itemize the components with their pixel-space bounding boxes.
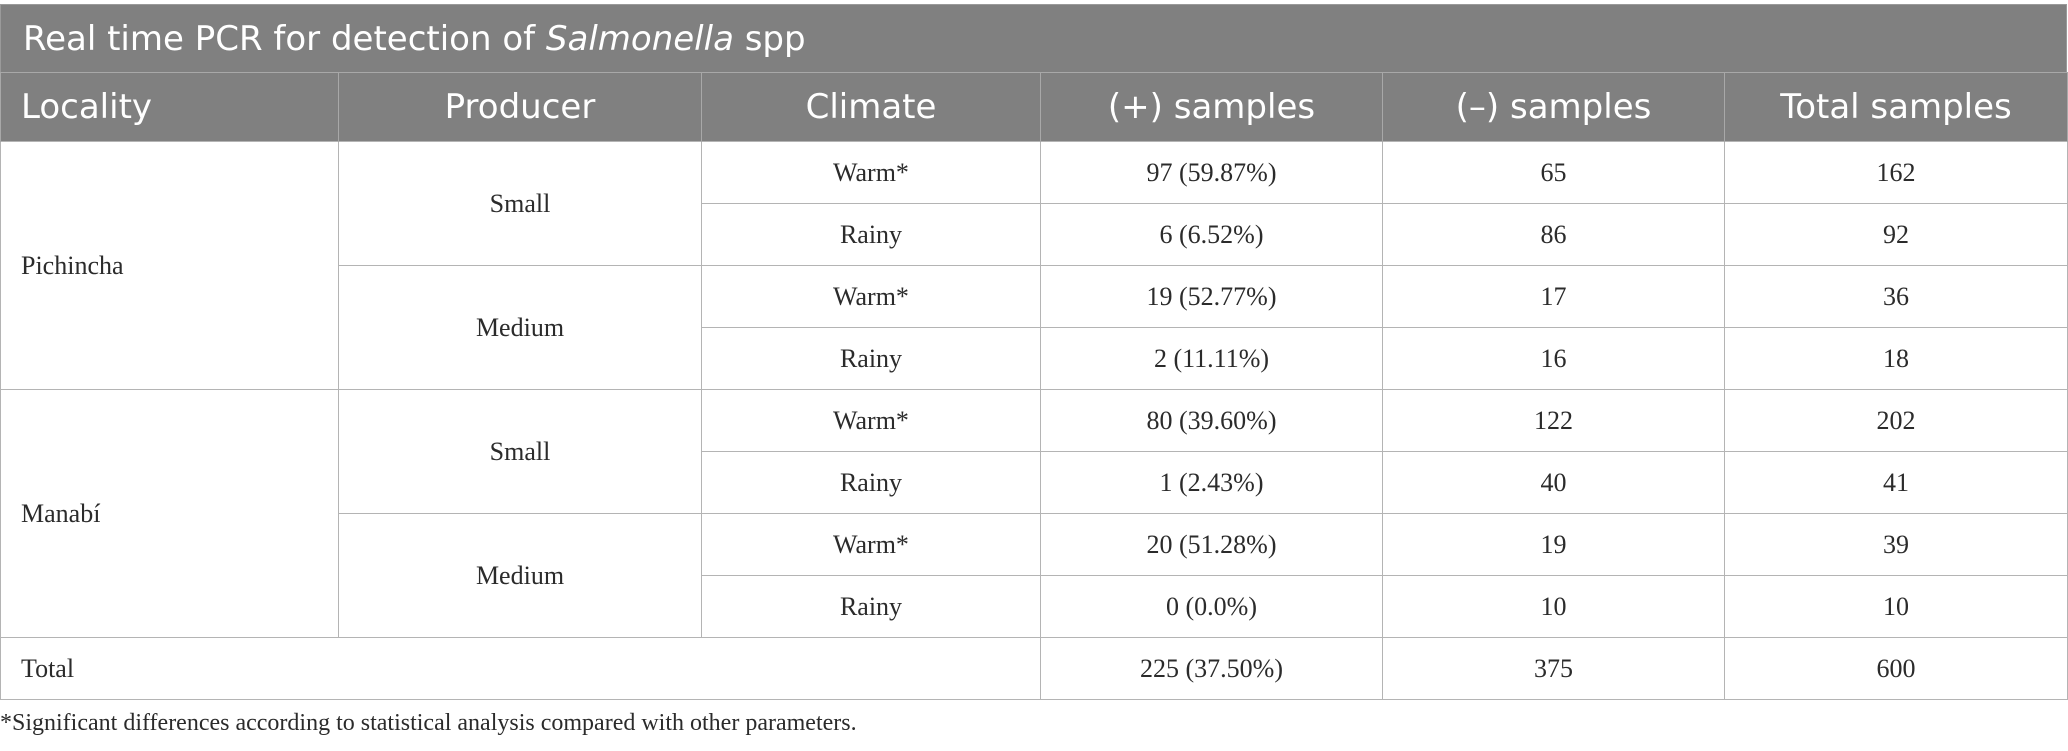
table-row: Rainy 1 (2.43%) 40 41: [1, 451, 2068, 514]
positive-cell: 6 (6.52%): [1040, 203, 1383, 266]
locality-cell: Manabí: [0, 389, 339, 638]
positive-cell: 19 (52.77%): [1040, 265, 1383, 328]
negative-cell: 122: [1382, 389, 1725, 452]
header-producer: Producer: [338, 72, 702, 142]
table-row: Rainy 2 (11.11%) 16 18: [1, 327, 2068, 390]
climate-cell: Rainy: [701, 575, 1041, 638]
table-row: Rainy 0 (0.0%) 10 10: [1, 575, 2068, 638]
table-caption: Real time PCR for detection of Salmonell…: [0, 4, 2067, 72]
total-cell: 39: [1724, 513, 2068, 576]
climate-cell: Warm*: [701, 265, 1041, 328]
negative-cell: 40: [1382, 451, 1725, 514]
negative-cell: 19: [1382, 513, 1725, 576]
header-row: Locality Producer Climate (+) samples (–…: [0, 72, 2068, 142]
negative-cell: 65: [1382, 141, 1725, 204]
table-footnote: *Significant differences according to st…: [0, 710, 857, 736]
table-container: Real time PCR for detection of Salmonell…: [0, 4, 2068, 700]
producer-cell: Small: [338, 389, 702, 514]
positive-cell: 97 (59.87%): [1040, 141, 1383, 204]
total-total: 600: [1724, 637, 2068, 700]
caption-prefix: Real time PCR for detection of: [23, 19, 546, 59]
total-positive: 225 (37.50%): [1040, 637, 1383, 700]
table-row: Medium Warm* 19 (52.77%) 17 36: [1, 265, 2068, 390]
positive-cell: 80 (39.60%): [1040, 389, 1383, 452]
total-cell: 162: [1724, 141, 2068, 204]
total-cell: 10: [1724, 575, 2068, 638]
total-label: Total: [0, 637, 1041, 700]
header-locality: Locality: [0, 72, 339, 142]
table-row: Pichincha Small Warm* 97 (59.87%) 65 162: [0, 141, 2068, 390]
caption-italic: Salmonella: [545, 19, 734, 59]
climate-cell: Warm*: [701, 141, 1041, 204]
total-cell: 41: [1724, 451, 2068, 514]
header-positive-samples: (+) samples: [1040, 72, 1383, 142]
header-climate: Climate: [701, 72, 1041, 142]
total-cell: 36: [1724, 265, 2068, 328]
climate-cell: Rainy: [701, 451, 1041, 514]
climate-cell: Rainy: [701, 327, 1041, 390]
negative-cell: 10: [1382, 575, 1725, 638]
total-cell: 92: [1724, 203, 2068, 266]
positive-cell: 1 (2.43%): [1040, 451, 1383, 514]
total-negative: 375: [1382, 637, 1725, 700]
negative-cell: 17: [1382, 265, 1725, 328]
negative-cell: 16: [1382, 327, 1725, 390]
positive-cell: 20 (51.28%): [1040, 513, 1383, 576]
climate-cell: Warm*: [701, 513, 1041, 576]
locality-cell: Pichincha: [0, 141, 339, 390]
header-negative-samples: (–) samples: [1382, 72, 1725, 142]
producer-cell: Medium: [338, 265, 702, 390]
header-total-samples: Total samples: [1724, 72, 2068, 142]
climate-cell: Rainy: [701, 203, 1041, 266]
table-row: Manabí Small Warm* 80 (39.60%) 122 202: [0, 389, 2068, 638]
producer-cell: Small: [338, 141, 702, 266]
total-row: Total 225 (37.50%) 375 600: [0, 637, 2068, 700]
climate-cell: Warm*: [701, 389, 1041, 452]
table-row: Medium Warm* 20 (51.28%) 19 39: [1, 513, 2068, 638]
producer-cell: Medium: [338, 513, 702, 638]
positive-cell: 2 (11.11%): [1040, 327, 1383, 390]
results-table: Locality Producer Climate (+) samples (–…: [0, 72, 2068, 700]
negative-cell: 86: [1382, 203, 1725, 266]
total-cell: 202: [1724, 389, 2068, 452]
total-cell: 18: [1724, 327, 2068, 390]
positive-cell: 0 (0.0%): [1040, 575, 1383, 638]
caption-suffix: spp: [733, 19, 806, 59]
